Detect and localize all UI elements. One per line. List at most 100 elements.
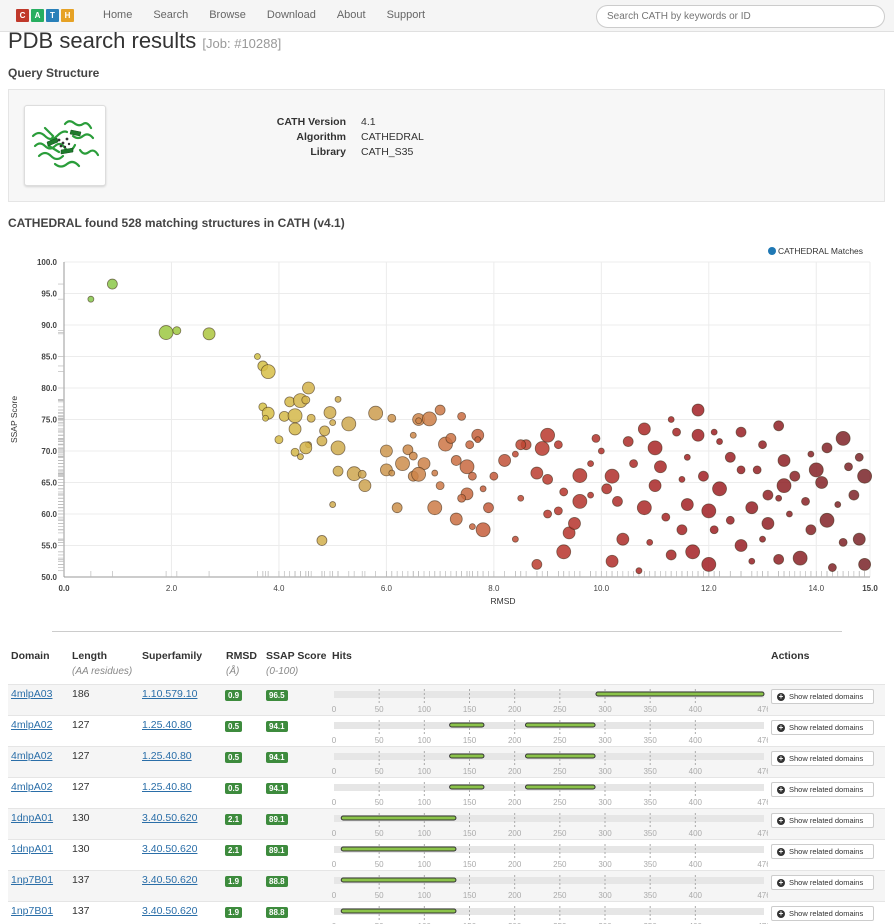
superfamily-link[interactable]: 1.25.40.80 (142, 781, 192, 793)
nav-browse[interactable]: Browse (209, 9, 246, 21)
length-value: 127 (72, 750, 90, 762)
data-point (459, 459, 475, 475)
superfamily-link[interactable]: 1.25.40.80 (142, 719, 192, 731)
data-point (316, 435, 328, 447)
search-input[interactable] (596, 5, 885, 28)
detail-value: CATH_S35 (361, 146, 414, 158)
superfamily-link[interactable]: 3.40.50.620 (142, 843, 198, 855)
show-related-domains-button[interactable]: + Show related domains (771, 720, 874, 735)
data-point (736, 465, 746, 475)
hits-tick-label: 200 (508, 922, 522, 924)
table-row: 4mlpA02 127 1.25.40.80 0.5 94.1 + Show related… (8, 777, 885, 808)
nav-download[interactable]: Download (266, 9, 316, 21)
query-structure-heading: Query Structure (8, 66, 100, 80)
domain-link[interactable]: 1np7B01 (11, 905, 54, 917)
header-rmsd[interactable]: RMSD (Å) (226, 650, 257, 677)
data-point (807, 450, 815, 458)
hits-track: 0 50 100 150 200 250 300 350 400 476 (332, 813, 768, 838)
hits-tick-label: 250 (553, 860, 567, 869)
show-related-domains-button[interactable]: + Show related domains (771, 782, 874, 797)
show-related-domains-button[interactable]: + Show related domains (771, 844, 874, 859)
data-point (323, 406, 337, 419)
data-point (568, 517, 581, 530)
show-related-domains-button[interactable]: + Show related domains (771, 875, 874, 890)
hits-tick-label: 150 (463, 829, 477, 838)
ssap-badge: 96.5 (266, 690, 288, 701)
superfamily-link[interactable]: 1.10.579.10 (142, 688, 198, 700)
data-point (591, 433, 601, 443)
hits-tick-label: 350 (643, 705, 657, 714)
data-point (435, 481, 445, 491)
data-point (667, 416, 675, 423)
results-table-header: Domain Length (AA residues) Superfamily R… (8, 648, 885, 683)
superfamily-link[interactable]: 3.40.50.620 (142, 905, 198, 917)
button-label: Show related domains (789, 785, 864, 794)
length-value: 186 (72, 688, 90, 700)
hits-tick-label: 150 (463, 922, 477, 924)
hit-segment (340, 846, 457, 852)
domain-link[interactable]: 1dnpA01 (11, 843, 54, 855)
nav-home[interactable]: Home (103, 9, 133, 21)
hits-tick-label: 400 (689, 798, 703, 807)
hits-tick-label: 400 (689, 891, 703, 900)
data-point (665, 549, 677, 561)
hit-segment (525, 753, 596, 759)
data-point (468, 523, 476, 531)
rmsd-badge: 0.9 (225, 690, 243, 701)
domain-link[interactable]: 1np7B01 (11, 874, 54, 886)
job-id: [Job: #10288] (202, 36, 282, 51)
hits-tick-label: 50 (375, 829, 384, 838)
data-point (395, 456, 410, 472)
data-point (762, 489, 774, 501)
structure-thumbnail[interactable] (24, 105, 106, 186)
hits-tick-label: 250 (553, 767, 567, 776)
domain-link[interactable]: 4mlpA02 (11, 781, 53, 793)
hits-tick-label: 100 (418, 736, 432, 745)
data-point (511, 535, 519, 543)
data-point (858, 557, 872, 571)
show-related-domains-button[interactable]: + Show related domains (771, 813, 874, 828)
nav-about[interactable]: About (336, 9, 366, 21)
domain-link[interactable]: 1dnpA01 (11, 812, 54, 824)
hit-segment (525, 784, 596, 790)
domain-link[interactable]: 4mlpA02 (11, 750, 53, 762)
hits-tick-label: 150 (463, 767, 477, 776)
superfamily-link[interactable]: 3.40.50.620 (142, 812, 198, 824)
data-point (819, 512, 835, 528)
data-point (716, 438, 723, 445)
superfamily-link[interactable]: 3.40.50.620 (142, 874, 198, 886)
data-point (498, 454, 512, 467)
header-ssap[interactable]: SSAP Score (0-100) (266, 650, 327, 677)
button-label: Show related domains (789, 847, 864, 856)
show-related-domains-button[interactable]: + Show related domains (771, 751, 874, 766)
data-point (801, 496, 810, 506)
hits-tick-label: 350 (643, 922, 657, 924)
header-superfamily[interactable]: Superfamily (142, 650, 202, 662)
data-point (745, 501, 759, 515)
superfamily-link[interactable]: 1.25.40.80 (142, 750, 192, 762)
page-title-text: PDB search results (8, 28, 197, 53)
header-ssap-label: SSAP Score (266, 650, 327, 662)
table-row: 1np7B01 137 3.40.50.620 1.9 88.8 + Show relate… (8, 870, 885, 901)
nav-search[interactable]: Search (153, 9, 189, 21)
plus-circle-icon: + (777, 723, 785, 732)
domain-link[interactable]: 4mlpA02 (11, 719, 53, 731)
hits-tick-label: 400 (689, 829, 703, 838)
data-point (290, 447, 300, 457)
data-point (748, 557, 756, 565)
length-value: 130 (72, 843, 90, 855)
header-length[interactable]: Length (AA residues) (72, 650, 132, 677)
length-value: 137 (72, 874, 90, 886)
y-tick-label: 85.0 (41, 353, 57, 362)
domain-link[interactable]: 4mlpA03 (11, 688, 53, 700)
show-related-domains-button[interactable]: + Show related domains (771, 906, 874, 921)
data-point (844, 462, 853, 472)
plus-circle-icon: + (777, 847, 785, 856)
header-domain[interactable]: Domain (11, 650, 50, 662)
hit-segment (595, 691, 765, 697)
length-value: 130 (72, 812, 90, 824)
show-related-domains-button[interactable]: + Show related domains (771, 689, 874, 704)
nav-support[interactable]: Support (386, 9, 426, 21)
hits-tick-label: 350 (643, 829, 657, 838)
